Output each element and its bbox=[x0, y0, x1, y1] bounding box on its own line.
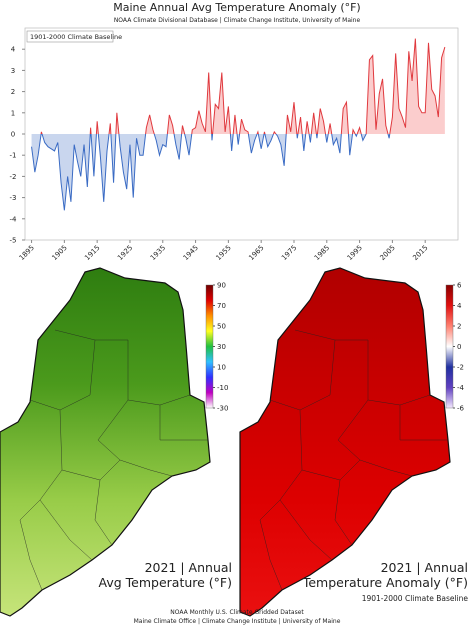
footer: NOAA Monthly U.S. Climate Gridded Datase… bbox=[170, 609, 304, 616]
state-outline bbox=[0, 267, 211, 617]
y-tick-label: 1 bbox=[11, 109, 15, 117]
map-title: Avg Temperature (°F) bbox=[99, 575, 232, 590]
x-tick-label: 1955 bbox=[215, 244, 233, 262]
county-border bbox=[39, 499, 93, 561]
anomaly-area bbox=[31, 38, 445, 211]
colorbar-label: 0 bbox=[457, 343, 461, 351]
colorbar-label: -4 bbox=[457, 384, 465, 392]
x-tick-label: 2005 bbox=[379, 244, 397, 262]
map bbox=[0, 267, 211, 617]
colorbar-label: 50 bbox=[217, 323, 226, 331]
y-tick-label: 3 bbox=[11, 67, 15, 75]
x-tick-label: 1995 bbox=[346, 244, 364, 262]
colorbar-label: 4 bbox=[457, 302, 462, 310]
county-border bbox=[399, 405, 448, 441]
colorbar-label: 10 bbox=[217, 364, 226, 372]
county-border bbox=[94, 479, 113, 546]
map-subtitle: 1901-2000 Climate Baseline bbox=[362, 594, 469, 603]
colorbar-label: -30 bbox=[217, 405, 228, 413]
x-tick-label: 1985 bbox=[313, 244, 331, 262]
county-border bbox=[294, 329, 369, 441]
x-tick-label: 1965 bbox=[247, 244, 265, 262]
colorbar-label: -2 bbox=[457, 364, 464, 372]
x-tick-label: 1905 bbox=[51, 244, 69, 262]
county-border bbox=[54, 329, 129, 441]
y-tick-label: 0 bbox=[11, 131, 15, 139]
annotation: 1901-2000 Climate Baseline bbox=[30, 33, 122, 41]
county-border bbox=[269, 339, 336, 411]
y-tick-label: -3 bbox=[10, 194, 17, 202]
anomaly-line bbox=[31, 38, 446, 211]
colorbar bbox=[205, 284, 214, 409]
map bbox=[239, 267, 451, 617]
colorbar-label: 70 bbox=[217, 302, 226, 310]
x-tick-label: 1945 bbox=[182, 244, 200, 262]
state-outline bbox=[239, 267, 451, 617]
colorbar-label: 2 bbox=[457, 323, 461, 331]
map-title: 2021 | Annual bbox=[145, 560, 232, 575]
y-tick-label: 2 bbox=[11, 88, 15, 96]
county-border bbox=[97, 439, 173, 477]
county-border bbox=[19, 519, 43, 591]
annotation-box bbox=[26, 30, 114, 43]
county-border bbox=[19, 409, 63, 521]
x-tick-label: 1935 bbox=[149, 244, 167, 262]
colorbar-label: 90 bbox=[217, 282, 226, 290]
colorbar-label: -10 bbox=[217, 384, 228, 392]
county-border bbox=[29, 339, 96, 411]
county-border bbox=[334, 479, 353, 546]
y-tick-label: -1 bbox=[10, 152, 17, 160]
county-border bbox=[337, 439, 413, 477]
county-border bbox=[259, 409, 303, 521]
county-border bbox=[279, 499, 333, 561]
y-tick-label: 4 bbox=[11, 46, 16, 54]
chart-title: Maine Annual Avg Temperature Anomaly (°F… bbox=[113, 1, 360, 14]
map-title: Temperature Anomaly (°F) bbox=[302, 575, 468, 590]
map-title: 2021 | Annual bbox=[381, 560, 468, 575]
footer: Maine Climate Office | Climate Change In… bbox=[134, 618, 341, 625]
x-tick-label: 2015 bbox=[411, 244, 429, 262]
colorbar-label: 30 bbox=[217, 343, 226, 351]
colorbar-label: -6 bbox=[457, 405, 465, 413]
y-tick-label: -4 bbox=[10, 215, 18, 223]
chart-subtitle: NOAA Climate Divisional Database | Clima… bbox=[114, 17, 361, 24]
colorbar-label: 6 bbox=[457, 282, 462, 290]
colorbar bbox=[445, 284, 454, 409]
x-tick-label: 1915 bbox=[83, 244, 101, 262]
x-tick-label: 1975 bbox=[280, 244, 298, 262]
x-tick-label: 1925 bbox=[116, 244, 134, 262]
x-tick-label: 1895 bbox=[18, 244, 36, 262]
county-border bbox=[259, 519, 283, 591]
y-tick-label: -5 bbox=[10, 237, 17, 245]
county-border bbox=[159, 405, 208, 441]
y-tick-label: -2 bbox=[10, 173, 17, 181]
